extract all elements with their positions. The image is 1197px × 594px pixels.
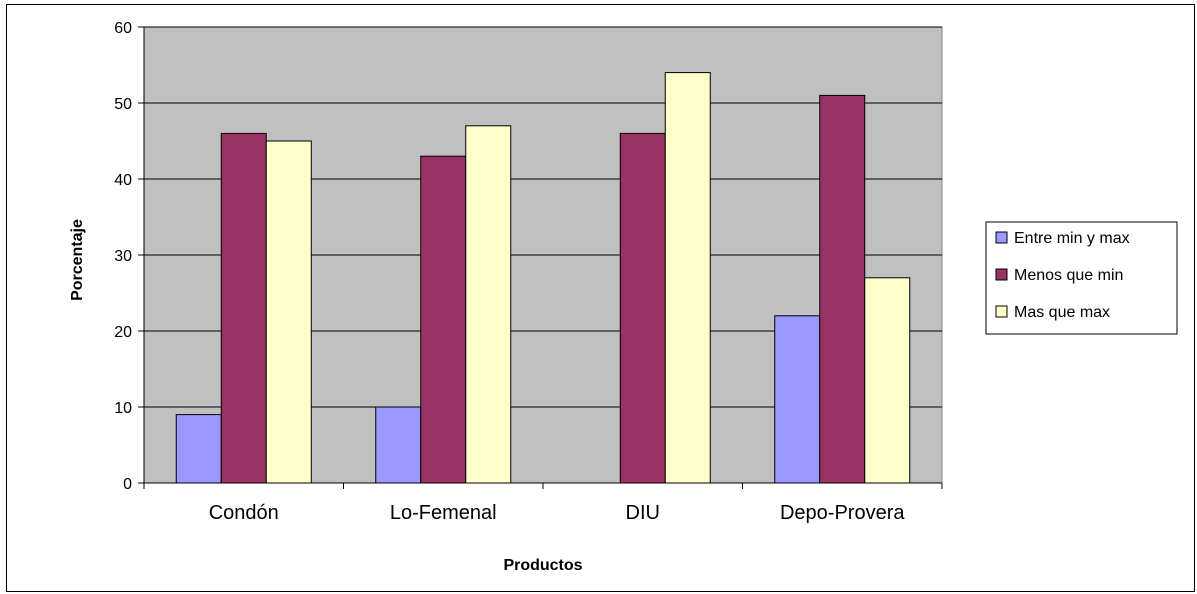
bar [375, 406, 422, 484]
x-tick-label: Depo-Provera [780, 502, 905, 524]
bar [619, 132, 666, 484]
y-tick-label: 60 [114, 20, 132, 37]
y-tick-label: 20 [114, 324, 132, 341]
legend-box [985, 221, 1178, 335]
axes: 0 10 20 30 40 50 60 Condón Lo-Femenal DIU Depo-Pro… [114, 20, 943, 524]
y-tick-label: 30 [114, 248, 132, 265]
legend-label: Mas que max [1014, 304, 1110, 321]
bar [774, 315, 821, 484]
bar [819, 94, 866, 484]
bar [220, 132, 267, 484]
y-tick-label: 10 [114, 400, 132, 417]
x-axis-title: Productos [503, 557, 582, 574]
y-tick-label: 40 [114, 172, 132, 189]
x-tick-label: Condón [209, 502, 279, 524]
y-axis-title: Porcentaje [69, 219, 86, 301]
legend: Entre min y max Menos que min Mas que max [985, 221, 1178, 335]
legend-label: Menos que min [1014, 267, 1123, 284]
legend-label: Entre min y max [1014, 230, 1130, 247]
x-tick-label: Lo-Femenal [390, 502, 497, 524]
bars [175, 72, 911, 484]
y-tick-label: 50 [114, 96, 132, 113]
legend-swatch [995, 268, 1008, 281]
bar [864, 277, 911, 484]
bar [465, 125, 512, 484]
bar [265, 140, 312, 484]
bar [420, 155, 467, 484]
legend-swatch [995, 305, 1008, 318]
x-tick-label: DIU [626, 502, 660, 524]
bar [175, 414, 222, 484]
y-tick-label: 0 [123, 476, 132, 493]
bar [664, 72, 711, 484]
legend-swatch [995, 231, 1008, 244]
